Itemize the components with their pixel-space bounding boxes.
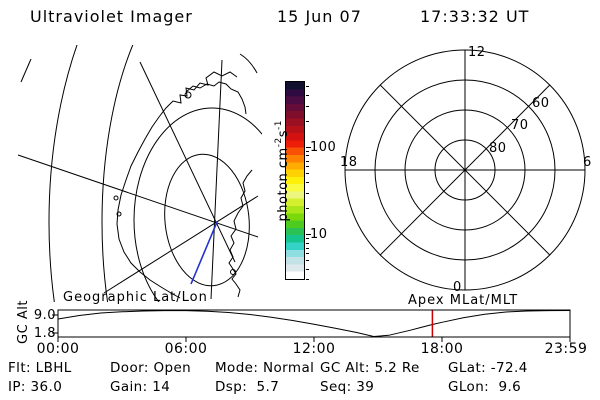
status-glat: GLat: -72.4: [448, 360, 528, 376]
colorbar-major-tick: [306, 234, 311, 235]
timeline-xtick-2359: 23:59: [544, 341, 588, 357]
status-dsp: Dsp: 5.7: [215, 379, 280, 395]
map-grid-ellipse-3: [101, 45, 134, 302]
status-gc-alt: GC Alt: 5.2 Re: [320, 360, 420, 376]
colorbar-minor-tick: [306, 173, 309, 174]
map-coast-detail-2: [116, 211, 122, 217]
status-door: Door: Open: [110, 360, 192, 376]
colorbar-minor-tick: [306, 238, 309, 239]
colorbar-minor-tick: [306, 121, 309, 122]
colorbar-minor-tick: [306, 193, 309, 194]
map-grid-arc-topright: [239, 53, 258, 74]
colorbar-minor-tick: [306, 269, 309, 270]
colorbar-minor-tick: [306, 279, 309, 280]
unit-exponent-2: -1: [273, 120, 284, 130]
map-coastline-north: [185, 81, 247, 115]
colorbar-tick-100: 100: [310, 140, 337, 155]
timeline-ytick-label-9: 9.0: [33, 308, 56, 323]
colorbar-minor-tick: [306, 86, 309, 87]
polar-label-mlt0: 0: [453, 280, 462, 295]
colorbar-minor-tick: [306, 243, 309, 244]
colorbar-minor-tick: [306, 106, 309, 107]
geographic-map: [17, 45, 262, 302]
status-gain: Gain: 14: [110, 379, 171, 395]
colorbar-minor-tick: [306, 95, 309, 96]
polar-label-mlat80: 80: [489, 141, 507, 156]
altitude-curve: [57, 310, 571, 338]
map-grid-ellipse-inner: [164, 153, 250, 287]
status-mode: Mode: Normal: [215, 360, 315, 376]
date-label: 15 Jun 07: [277, 7, 362, 26]
polar-label-mlat70: 70: [511, 118, 529, 133]
colorbar-minor-tick: [306, 208, 309, 209]
polar-label-mlat60: 60: [532, 96, 550, 111]
colorbar-minor-tick: [306, 151, 309, 152]
colorbar-tick-10: 10: [310, 227, 328, 242]
status-glon: GLon: 9.6: [448, 379, 522, 395]
map-grid-ellipse-outer: [48, 45, 78, 302]
colorbar-ticks: [306, 0, 314, 400]
map-caption: Geographic Lat/Lon: [63, 290, 208, 305]
timeline-xtick-0000: 00:00: [36, 341, 80, 357]
polar-caption: Apex MLat/MLT: [408, 293, 519, 308]
map-coastline-east: [228, 169, 253, 298]
map-island: [184, 91, 192, 99]
polar-label-mlt6: 6: [583, 155, 592, 170]
timeline-xtick-1800: 18:00: [420, 341, 464, 357]
colorbar-minor-tick: [306, 161, 309, 162]
status-filter: Flt: LBHL: [8, 360, 72, 376]
colorbar-minor-tick: [306, 248, 309, 249]
app-title: Ultraviolet Imager: [30, 7, 193, 26]
map-meridian-diagonal-high: [139, 61, 236, 263]
map-coastline-west: [116, 71, 238, 299]
colorbar-minor-tick: [306, 166, 309, 167]
unit-prefix: photon cm: [276, 147, 291, 222]
timeline-xtick-0600: 06:00: [164, 341, 208, 357]
map-meridian-diagonal-low: [103, 195, 259, 294]
colorbar-major-tick: [306, 147, 311, 148]
map-grid-ellipse-2: [133, 107, 262, 302]
polar-label-mlt18: 18: [340, 155, 358, 170]
colorbar-unit-label: photon cm-2s-1: [261, 105, 291, 255]
colorbar-minor-tick: [306, 253, 309, 254]
colorbar-gradient: [285, 81, 305, 280]
map-meridian-shallow: [17, 154, 259, 238]
polar-label-mlt12: 12: [468, 45, 486, 60]
satellite-track-line: [190, 221, 218, 285]
colorbar-minor-tick: [306, 182, 309, 183]
time-label: 17:33:32 UT: [420, 7, 530, 26]
colorbar-minor-tick: [306, 260, 309, 261]
timeline-xtick-1200: 12:00: [292, 341, 336, 357]
polar-spoke-diag-2: [379, 84, 551, 256]
map-coast-detail-1: [113, 195, 119, 201]
timeline-plot: [52, 309, 571, 342]
map-meridian-vertical: [210, 59, 223, 300]
map-coast-detail-3: [230, 269, 236, 275]
polar-grid: [344, 49, 586, 291]
colorbar-minor-tick: [306, 155, 309, 156]
status-ip: IP: 36.0: [8, 379, 63, 395]
status-seq: Seq: 39: [320, 379, 375, 395]
timeline-frame: [57, 309, 571, 338]
timeline-ytick-label-1_8: 1.8: [33, 326, 56, 341]
map-grid-segment-topleft: [20, 58, 32, 83]
unit-exponent-1: -2: [273, 137, 284, 148]
